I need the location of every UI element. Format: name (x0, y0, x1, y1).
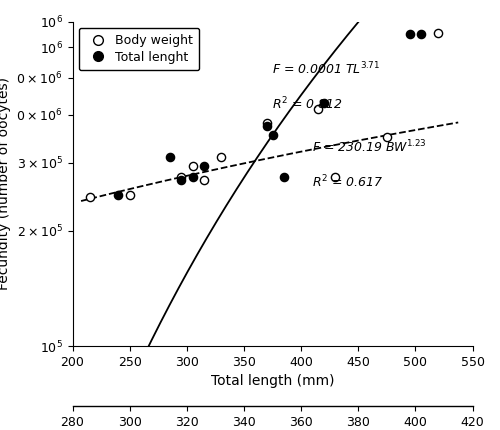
X-axis label: Total length (mm): Total length (mm) (211, 375, 334, 388)
Point (126, 191, 134, 198)
Point (263, 120, 271, 127)
Point (188, 174, 196, 181)
Point (177, 177, 185, 184)
Point (263, 122, 271, 129)
Text: $F$ = 230.19 BW$^{1.23}$: $F$ = 230.19 BW$^{1.23}$ (312, 138, 427, 155)
Text: $R^2$ = 0.812: $R^2$ = 0.812 (272, 96, 343, 113)
Point (280, 174, 288, 181)
Text: $F$ = 0.0001 TL$^{3.71}$: $F$ = 0.0001 TL$^{3.71}$ (272, 61, 380, 77)
Point (383, 134, 391, 141)
Point (86, 193, 94, 200)
Y-axis label: Fecundity (number of oocytes): Fecundity (number of oocytes) (0, 77, 11, 290)
Point (217, 154, 225, 161)
Point (177, 174, 185, 181)
Text: $R^2$ = 0.617: $R^2$ = 0.617 (312, 174, 384, 190)
Point (200, 177, 208, 184)
Point (166, 154, 173, 161)
Point (314, 105, 322, 112)
Point (200, 162, 208, 169)
Point (417, 31, 425, 37)
Point (406, 31, 413, 37)
Point (188, 162, 196, 169)
Point (320, 99, 328, 106)
Point (268, 131, 276, 138)
Legend: Body weight, Total lenght: Body weight, Total lenght (79, 28, 199, 70)
Point (332, 174, 340, 181)
Point (434, 29, 442, 36)
Point (114, 191, 122, 198)
